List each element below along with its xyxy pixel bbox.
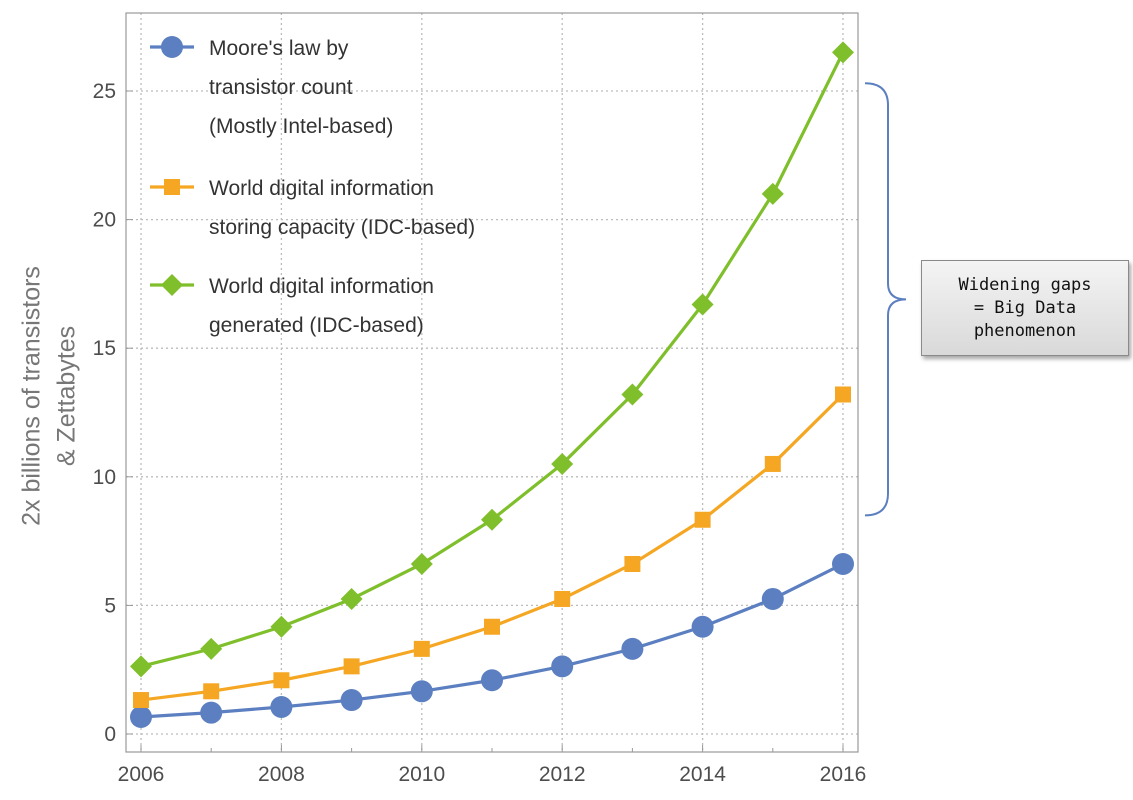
- legend-swatch-marker-3: [161, 274, 183, 296]
- legend-swatch-marker-1: [161, 36, 183, 58]
- series-2-point-2009: [343, 658, 360, 675]
- curly-brace: [864, 82, 907, 517]
- series-1-point-2007: [200, 701, 223, 724]
- series-2-point-2007: [203, 683, 220, 700]
- xtick-label-2006: 2006: [118, 763, 165, 786]
- y-axis-label: 2x billions of transistors & Zettabytes: [18, 266, 81, 526]
- legend: Moore's law by transistor count (Mostly In…: [150, 36, 475, 337]
- annotation-line-3: phenomenon: [973, 320, 1077, 341]
- series-3-point-2006: [130, 655, 152, 678]
- y-axis-label-line-1: 2x billions of transistors: [18, 266, 46, 526]
- legend-entry-1: Moore's law by transistor count (Mostly In…: [150, 36, 393, 138]
- series-2-point-2015: [764, 455, 781, 472]
- series-1-point-2008: [270, 695, 293, 718]
- series-1-point-2009: [340, 689, 363, 712]
- series-3-point-2007: [200, 637, 223, 660]
- series-3-point-2011: [481, 508, 503, 531]
- ytick-label-10: 10: [93, 466, 116, 489]
- legend-text-2-1: World digital information: [209, 177, 434, 200]
- series-2-point-2010: [413, 640, 430, 657]
- axes: [125, 12, 859, 753]
- legend-text-3-1: World digital information: [209, 275, 434, 298]
- series-3-point-2013: [621, 383, 644, 406]
- series-2-line: [140, 393, 845, 702]
- annotation-line-1: Widening gaps: [958, 274, 1092, 295]
- series-2-point-2008: [273, 672, 290, 689]
- xtick-label-2014: 2014: [679, 763, 726, 786]
- legend-text-3-2: generated (IDC-based): [209, 314, 424, 337]
- series-1-point-2011: [481, 669, 503, 692]
- series-2-point-2016: [835, 386, 851, 403]
- series-3-point-2010: [410, 552, 433, 575]
- ytick-label-5: 5: [104, 594, 116, 617]
- legend-text-1-3: (Mostly Intel-based): [209, 115, 393, 138]
- xtick-label-2016: 2016: [820, 763, 867, 786]
- series-3-point-2012: [551, 452, 574, 475]
- series-2-point-2012: [554, 590, 571, 607]
- annotation-box: Widening gaps = Big Data phenomenon: [921, 260, 1129, 356]
- legend-entry-3: World digital information generated (IDC-…: [150, 274, 434, 337]
- series-3-point-2009: [340, 587, 363, 610]
- annotation-line-2: = Big Data: [973, 297, 1077, 318]
- series-3-point-2016: [832, 41, 854, 64]
- series-2: [133, 386, 851, 709]
- series-1-point-2012: [551, 655, 574, 678]
- ytick-label-15: 15: [93, 337, 116, 360]
- series-1-line: [140, 562, 844, 719]
- series-group: [130, 41, 854, 729]
- series-1-point-2013: [621, 637, 644, 660]
- series-1-point-2010: [410, 680, 433, 703]
- legend-swatch-marker-2: [164, 179, 180, 195]
- series-1-point-2015: [761, 587, 784, 610]
- xtick-label-2010: 2010: [398, 763, 445, 786]
- legend-text-1-1: Moore's law by: [209, 37, 349, 60]
- series-3-point-2015: [761, 182, 784, 205]
- series-3-point-2008: [270, 615, 293, 638]
- series-3-line: [140, 51, 845, 668]
- xtick-label-2012: 2012: [539, 763, 586, 786]
- ytick-label-25: 25: [93, 80, 116, 103]
- legend-entry-2: World digital information storing capacit…: [150, 177, 475, 239]
- ytick-label-20: 20: [93, 209, 116, 232]
- ytick-label-0: 0: [104, 723, 116, 746]
- legend-text-2-2: storing capacity (IDC-based): [209, 216, 475, 239]
- series-1-point-2016: [832, 552, 854, 575]
- tick-labels: 2006 2008 2010 2012 2014 2016 0 5 10 15 20 25: [93, 80, 867, 786]
- legend-text-1-2: transistor count: [209, 76, 353, 99]
- series-3: [130, 41, 854, 678]
- series-1-point-2014: [691, 615, 714, 638]
- series-2-point-2006: [133, 692, 149, 709]
- y-axis-label-line-2: & Zettabytes: [53, 326, 81, 466]
- series-3-point-2014: [691, 293, 714, 316]
- series-2-point-2011: [484, 618, 500, 635]
- xtick-label-2008: 2008: [258, 763, 305, 786]
- series-2-point-2013: [624, 555, 641, 572]
- series-1-point-2006: [130, 706, 152, 729]
- series-1: [130, 552, 854, 729]
- series-2-point-2014: [694, 511, 711, 528]
